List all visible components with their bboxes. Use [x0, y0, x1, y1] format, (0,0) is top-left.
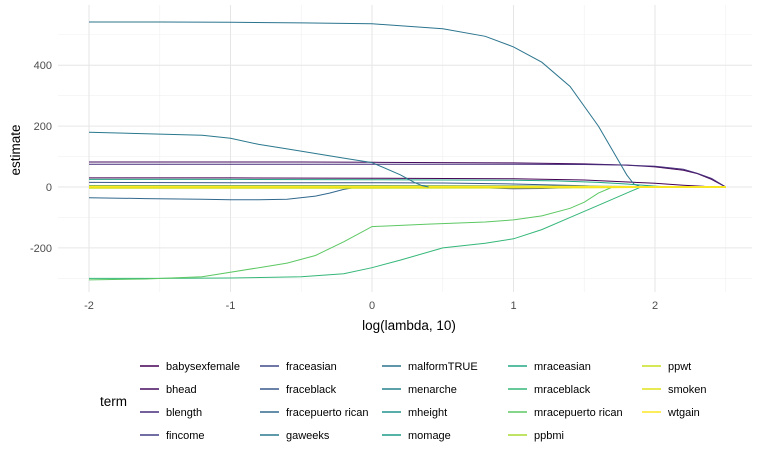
series-line-mraceasian	[89, 178, 670, 188]
legend-label: momage	[408, 430, 451, 442]
series-lines	[88, 21, 727, 281]
legend-label: malformTRUE	[408, 361, 478, 373]
series-line-mraceblack	[89, 186, 642, 279]
series-line-fracepuerto-rican	[88, 186, 358, 201]
legend-label: fracepuerto rican	[286, 407, 369, 419]
legend-item-malformTRUE: malformTRUE	[382, 361, 478, 373]
legend-item-blength: blength	[140, 407, 202, 419]
y-axis-title: estimate	[8, 124, 23, 175]
legend-item-bhead: bhead	[140, 384, 197, 396]
x-tick-label: 2	[652, 300, 658, 312]
x-tick-label: -1	[226, 300, 236, 312]
legend-label: fraceasian	[286, 361, 337, 373]
legend-label: babysexfemale	[166, 361, 240, 373]
legend-item-ppwt: ppwt	[642, 361, 691, 373]
x-axis-title: log(lambda, 10)	[362, 318, 456, 333]
y-tick-label: -200	[30, 243, 52, 255]
series-line-babysexfemale	[89, 177, 726, 188]
series-line-gaweeks	[88, 131, 429, 188]
legend-label: fraceblack	[286, 384, 337, 396]
x-axis-ticks: -2 -1 0 1 2	[84, 300, 658, 312]
legend-label: mraceblack	[534, 384, 591, 396]
legend-item-momage: momage	[382, 430, 451, 442]
legend-item-mheight: mheight	[382, 407, 447, 419]
legend-label: bhead	[166, 384, 197, 396]
legend-item-fincome: fincome	[140, 430, 205, 442]
legend-item-menarche: menarche	[382, 384, 457, 396]
legend-label: ppwt	[668, 361, 691, 373]
legend-label: gaweeks	[286, 430, 330, 442]
legend-title: term	[100, 394, 127, 409]
legend-item-mracepuerto-rican: mracepuerto rican	[508, 407, 623, 419]
series-line-wtgain	[89, 185, 726, 188]
legend-label: mraceasian	[534, 361, 591, 373]
legend-item-smoken: smoken	[642, 384, 707, 396]
legend-item-ppbmi: ppbmi	[508, 430, 564, 442]
gridlines	[58, 5, 752, 292]
legend-item-gaweeks: gaweeks	[260, 430, 330, 442]
legend-label: wtgain	[667, 407, 700, 419]
y-tick-label: 400	[34, 60, 52, 72]
series-line-mracepuerto-rican	[88, 186, 613, 281]
legend-item-fraceasian: fraceasian	[260, 361, 337, 373]
legend-item-wtgain: wtgain	[642, 407, 700, 419]
y-axis-ticks: -200 0 200 400	[30, 60, 52, 255]
legend-label: blength	[166, 407, 202, 419]
y-tick-label: 200	[34, 121, 52, 133]
legend-item-babysexfemale: babysexfemale	[140, 361, 240, 373]
legend-label: ppbmi	[534, 430, 564, 442]
y-tick-label: 0	[46, 182, 52, 194]
x-tick-label: 1	[510, 300, 516, 312]
legend-label: fincome	[166, 430, 205, 442]
legend-label: mheight	[408, 407, 447, 419]
legend-item-fracepuerto-rican: fracepuerto rican	[260, 407, 369, 419]
legend-label: menarche	[408, 384, 457, 396]
x-tick-label: 0	[369, 300, 375, 312]
series-line-blength	[89, 163, 727, 188]
legend-label: smoken	[668, 384, 707, 396]
legend-label: mracepuerto rican	[534, 407, 623, 419]
legend-item-mraceblack: mraceblack	[508, 384, 591, 396]
legend-item-fraceblack: fraceblack	[260, 384, 337, 396]
legend-item-mraceasian: mraceasian	[508, 361, 591, 373]
legend: term babysexfemale bhead blength fincome fra…	[100, 361, 707, 442]
x-tick-label: -2	[84, 300, 94, 312]
series-line-malformTRUE	[89, 21, 642, 188]
